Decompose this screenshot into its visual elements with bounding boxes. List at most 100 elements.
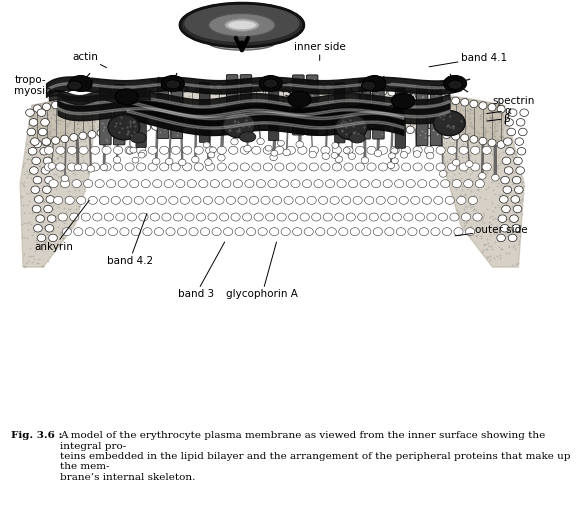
Point — [116, 105, 125, 113]
Ellipse shape — [434, 94, 442, 102]
Point — [442, 122, 452, 130]
Point — [363, 86, 373, 94]
Point — [46, 132, 55, 140]
Point — [496, 159, 505, 167]
Point — [283, 105, 293, 113]
Point — [330, 120, 339, 128]
Point — [48, 151, 58, 159]
Point — [441, 125, 450, 133]
Ellipse shape — [106, 93, 114, 100]
Point — [336, 98, 345, 106]
Point — [441, 158, 450, 166]
Ellipse shape — [60, 135, 69, 143]
Point — [35, 254, 44, 263]
Ellipse shape — [444, 75, 467, 92]
Point — [472, 160, 481, 168]
Point — [274, 98, 283, 106]
Point — [138, 109, 147, 118]
Point — [346, 90, 355, 98]
Point — [48, 105, 58, 114]
Point — [476, 123, 485, 131]
Ellipse shape — [268, 180, 277, 188]
Point — [419, 119, 428, 127]
Point — [492, 135, 501, 143]
Point — [52, 116, 61, 124]
Point — [63, 147, 73, 155]
Point — [245, 94, 254, 102]
Point — [476, 112, 485, 120]
Point — [95, 103, 104, 111]
Point — [210, 120, 219, 128]
Ellipse shape — [130, 132, 146, 143]
Point — [220, 82, 229, 91]
Ellipse shape — [309, 146, 319, 154]
Point — [183, 111, 192, 120]
Ellipse shape — [491, 175, 499, 181]
Point — [185, 85, 194, 93]
Point — [422, 116, 431, 124]
Point — [252, 101, 262, 109]
Point — [28, 123, 37, 131]
Point — [60, 194, 70, 202]
Point — [49, 205, 58, 213]
Point — [498, 139, 507, 147]
Point — [37, 112, 46, 120]
Ellipse shape — [392, 93, 415, 109]
Point — [17, 192, 26, 201]
Point — [490, 132, 499, 140]
Point — [46, 114, 55, 122]
Point — [449, 126, 458, 134]
Point — [445, 99, 454, 107]
Point — [498, 148, 507, 156]
Point — [335, 103, 344, 111]
Ellipse shape — [134, 89, 142, 97]
Point — [183, 80, 192, 88]
Point — [442, 108, 452, 116]
Point — [233, 96, 242, 104]
Point — [77, 114, 86, 122]
Point — [443, 121, 452, 129]
Ellipse shape — [74, 164, 82, 171]
Ellipse shape — [134, 125, 142, 132]
Point — [32, 238, 41, 246]
Point — [430, 116, 439, 124]
Point — [30, 247, 39, 256]
Point — [213, 109, 222, 117]
Point — [270, 79, 279, 87]
Ellipse shape — [499, 195, 508, 203]
Point — [461, 190, 470, 199]
Point — [328, 90, 337, 98]
Point — [24, 155, 33, 163]
Ellipse shape — [312, 213, 321, 221]
Point — [376, 117, 385, 125]
Point — [414, 101, 423, 109]
Point — [310, 100, 319, 108]
Point — [305, 101, 314, 109]
Point — [429, 114, 438, 122]
Point — [266, 79, 275, 88]
Point — [445, 138, 454, 147]
Point — [56, 102, 66, 110]
Point — [488, 130, 497, 138]
Point — [471, 206, 480, 214]
Ellipse shape — [388, 153, 395, 159]
Point — [513, 215, 522, 223]
Ellipse shape — [206, 119, 214, 126]
Point — [487, 104, 497, 112]
Point — [116, 120, 125, 128]
Point — [327, 84, 336, 92]
Point — [498, 245, 507, 253]
Point — [238, 123, 247, 131]
Point — [39, 223, 48, 231]
Ellipse shape — [87, 165, 94, 172]
Point — [393, 110, 402, 118]
Point — [73, 124, 82, 132]
Ellipse shape — [113, 156, 121, 163]
Ellipse shape — [148, 146, 157, 154]
Point — [496, 132, 505, 140]
Point — [82, 141, 91, 149]
Ellipse shape — [74, 228, 83, 236]
Point — [238, 122, 248, 130]
Point — [473, 129, 483, 137]
Point — [236, 111, 245, 120]
